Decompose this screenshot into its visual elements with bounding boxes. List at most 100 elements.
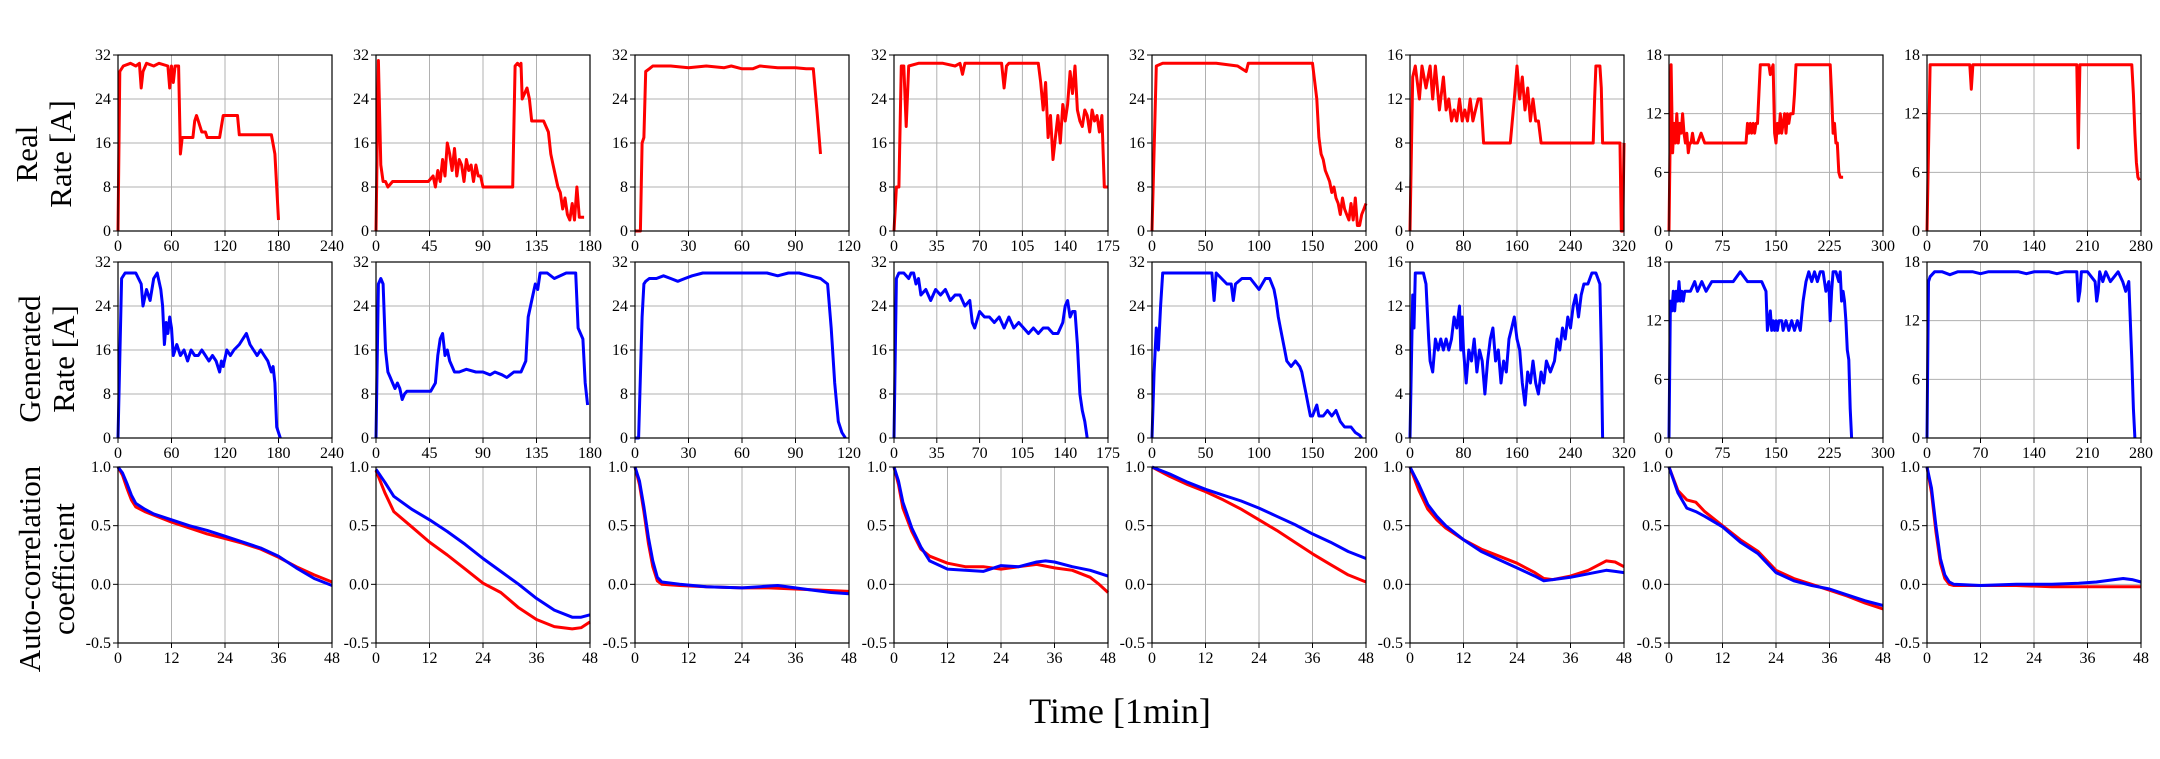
y-tick-label: 0 [103,430,111,447]
x-tick-label: 36 [271,650,287,667]
x-tick-label: 120 [213,445,237,462]
y-tick-label: -0.5 [1378,635,1403,652]
x-tick-label: 105 [1010,445,1034,462]
x-tick-label: 60 [734,238,750,255]
y-tick-label: 32 [353,254,369,271]
series-line-generated [116,466,333,587]
y-tick-label: 1.0 [1383,459,1403,476]
x-tick-label: 0 [372,650,380,667]
x-tick-label: 320 [1612,445,1636,462]
y-tick-label: 24 [871,91,887,108]
y-tick-label: 16 [1387,254,1403,271]
series-line-generated [374,271,590,439]
y-tick-label: 0 [1137,223,1145,240]
y-tick-label: 0 [1395,223,1403,240]
x-tick-label: 36 [788,650,804,667]
x-tick-label: 0 [1148,650,1156,667]
y-tick-label: 1.0 [349,459,369,476]
y-tick-label: 32 [353,47,369,64]
y-tick-label: 16 [1387,47,1403,64]
x-tick-label: 48 [1616,650,1632,667]
y-tick-label: 24 [95,91,111,108]
panel-generated-7: 0 70 140 210 280 0 6 12 18 [1904,254,2153,462]
panel-generated-1: 0 45 90 135 180 0 8 16 24 32 [353,254,602,462]
y-tick-label: 8 [1137,386,1145,403]
x-tick-label: 80 [1456,238,1472,255]
x-tick-label: 0 [1665,445,1673,462]
y-tick-label: 8 [103,386,111,403]
panel-acf-1: 0 12 24 36 48 -0.5 0.0 0.5 1.0 [344,459,598,667]
y-tick-label: 24 [95,298,111,315]
x-tick-label: 200 [1354,445,1378,462]
y-tick-label: -0.5 [1637,635,1662,652]
y-tick-label: 1.0 [608,459,628,476]
x-tick-label: 0 [631,445,639,462]
x-tick-label: 0 [114,650,122,667]
y-tick-label: 1.0 [91,459,111,476]
y-tick-label: 6 [1912,164,1920,181]
y-tick-label: -0.5 [86,635,111,652]
series-line-generated [116,271,282,439]
panel-acf-5: 0 12 24 36 48 -0.5 0.0 0.5 1.0 [1378,459,1632,667]
y-tick-label: 16 [612,135,628,152]
x-tick-label: 45 [422,238,438,255]
y-tick-label: 0.0 [867,576,887,593]
panel-acf-3: 0 12 24 36 48 -0.5 0.0 0.5 1.0 [862,459,1116,667]
x-tick-label: 180 [267,445,291,462]
y-tick-label: 24 [871,298,887,315]
x-tick-label: 240 [320,445,344,462]
x-tick-label: 175 [1096,445,1120,462]
x-tick-label: 160 [1505,445,1529,462]
y-tick-label: 0 [1912,430,1920,447]
x-tick-label: 210 [2076,238,2100,255]
series-line-generated [374,468,591,619]
series-line-real [374,469,591,631]
x-tick-label: 135 [525,238,549,255]
y-tick-label: 32 [871,254,887,271]
y-tick-label: 32 [95,254,111,271]
x-tick-label: 30 [681,238,697,255]
y-tick-label: 0.0 [1125,576,1145,593]
x-tick-label: 0 [114,238,122,255]
x-tick-label: 75 [1715,238,1731,255]
y-tick-label: 0.0 [608,576,628,593]
y-tick-label: 0.5 [608,518,628,535]
panel-acf-7: 0 12 24 36 48 -0.5 0.0 0.5 1.0 [1895,459,2149,667]
y-tick-label: 18 [1646,254,1662,271]
y-tick-label: -0.5 [862,635,887,652]
y-tick-label: 0 [1912,223,1920,240]
x-tick-label: 135 [525,445,549,462]
x-tick-label: 24 [993,650,1009,667]
x-tick-label: 70 [972,445,988,462]
x-tick-label: 36 [2080,650,2096,667]
series-line-generated [1667,270,1854,439]
y-tick-label: 16 [1129,135,1145,152]
series-line-real [116,61,280,232]
x-tick-label: 0 [1406,238,1414,255]
x-tick-label: 0 [1923,445,1931,462]
x-tick-label: 0 [890,445,898,462]
y-tick-label: 0 [103,223,111,240]
x-tick-label: 48 [582,650,598,667]
x-tick-label: 140 [2022,238,2046,255]
y-tick-label: 4 [1395,386,1403,403]
series-line-generated [633,466,850,596]
y-tick-label: 0 [1654,430,1662,447]
x-tick-label: 180 [578,238,602,255]
y-tick-label: 18 [1646,47,1662,64]
x-tick-label: 0 [1406,445,1414,462]
panel-generated-6: 0 75 150 225 300 0 6 12 18 [1646,254,1895,462]
series-line-generated [892,271,1089,439]
series-line-real [1408,64,1626,233]
panel-generated-5: 0 80 160 240 320 0 4 8 12 16 [1387,254,1636,462]
x-tick-label: 150 [1301,445,1325,462]
y-tick-label: 0 [879,430,887,447]
x-tick-label: 240 [1559,238,1583,255]
x-tick-label: 35 [929,238,945,255]
x-tick-label: 36 [1822,650,1838,667]
y-tick-label: 0.0 [91,576,111,593]
x-tick-label: 60 [164,445,180,462]
y-tick-label: -0.5 [1895,635,1920,652]
panel-generated-2: 0 30 60 90 120 0 8 16 24 32 [612,254,861,462]
panel-acf-6: 0 12 24 36 48 -0.5 0.0 0.5 1.0 [1637,459,1891,667]
